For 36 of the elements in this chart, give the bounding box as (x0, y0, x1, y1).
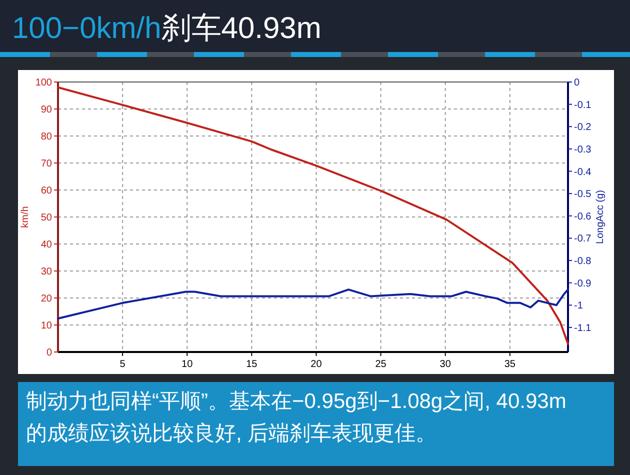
y-tick-label: 80 (40, 132, 52, 142)
x-tick-label: 10 (182, 359, 194, 370)
y-tick-label: 100 (35, 78, 52, 88)
x-tick-label: 15 (246, 359, 258, 370)
y-tick-label: 20 (40, 294, 52, 304)
y2-tick-label: -0.5 (574, 189, 592, 200)
y-tick-label: 10 (40, 320, 52, 332)
chart-title: 100−0km/h刹车40.93m (12, 12, 322, 45)
line-series (57, 86, 569, 345)
y-tick-label: 60 (40, 186, 52, 196)
y2-tick-label: -0.8 (574, 256, 592, 268)
text: 制动力也同样“平顺”。基本在−0.95g到−1.08g之间, 40.93m的成绩应该说比较良好, 后端刹车表现更佳。 (26, 389, 568, 447)
y2-tick-label: 0 (574, 78, 580, 88)
y-tick-label: 90 (40, 104, 52, 116)
y2-tick-label: -0.1 (574, 100, 592, 111)
y2-tick-label: -0.9 (574, 278, 592, 290)
x-tick-label: 5 (120, 359, 126, 370)
y2-tick-label: -0.2 (574, 122, 592, 134)
y2-tick-label: -0.4 (574, 166, 592, 178)
y-tick-label: 50 (40, 212, 52, 224)
x-tick-label: 25 (375, 359, 387, 370)
x-tick-label: 20 (310, 359, 322, 370)
y2-tick-label: -1 (574, 300, 584, 312)
y-tick-label: 0 (46, 348, 52, 358)
y2-tick-label: -0.3 (574, 144, 592, 156)
y2-tick-label: -0.7 (574, 234, 592, 245)
line-series (57, 288, 569, 320)
y2-axis-title: LongAcc (g) (595, 190, 606, 244)
y2-tick-label: -1.1 (574, 322, 592, 334)
x-tick-label: 35 (504, 359, 516, 370)
x-tick-label: 30 (440, 359, 452, 370)
y-tick-label: 30 (40, 266, 52, 278)
y-axis-title: km/h (20, 206, 31, 228)
y2-tick-label: -0.6 (574, 211, 592, 222)
y-tick-label: 40 (40, 240, 52, 250)
y-tick-label: 70 (40, 158, 52, 170)
